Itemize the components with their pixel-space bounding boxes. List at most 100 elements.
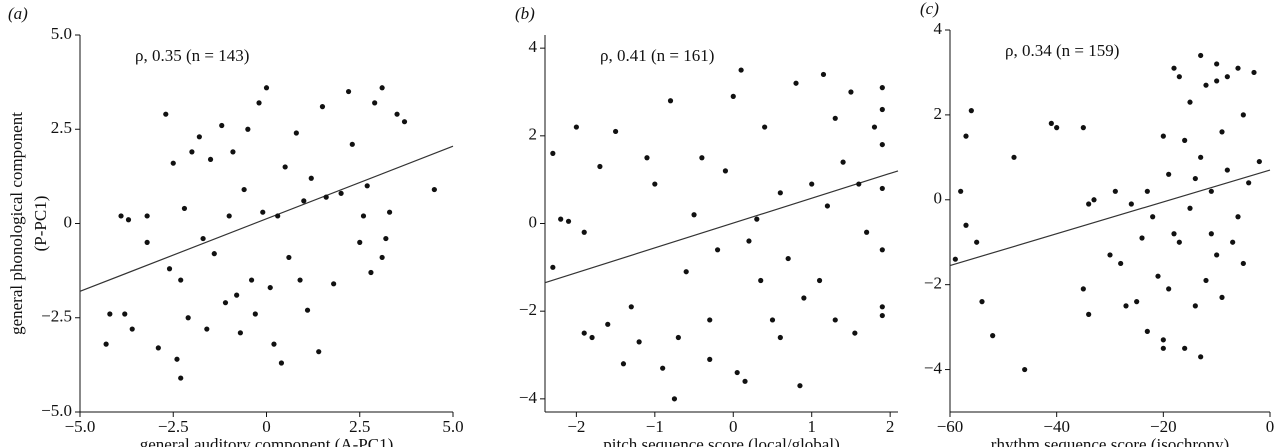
trend-line [949, 169, 1271, 267]
point [1251, 69, 1257, 76]
point [565, 218, 572, 224]
point [1246, 180, 1252, 186]
point [832, 317, 838, 323]
x-tick-label: −40 [1043, 417, 1070, 436]
point [671, 396, 678, 402]
point [742, 378, 748, 384]
point [707, 317, 713, 323]
x-tick-label: −2 [567, 417, 585, 436]
point [1048, 120, 1054, 126]
point [558, 216, 564, 222]
point [879, 185, 885, 192]
point [364, 183, 370, 189]
point [304, 307, 311, 313]
point [241, 186, 247, 193]
point [129, 326, 135, 332]
point [1230, 239, 1236, 245]
point [1123, 303, 1129, 309]
point [762, 124, 768, 130]
point [824, 203, 831, 209]
point [990, 333, 996, 339]
point [1160, 345, 1166, 351]
point [1219, 129, 1225, 135]
point [234, 292, 240, 298]
point [952, 256, 958, 262]
point [163, 111, 169, 117]
point [1112, 188, 1118, 194]
x-tick-label: 2 [886, 417, 895, 436]
point [174, 356, 180, 362]
point [401, 119, 408, 125]
y-tick-label: 0 [64, 212, 73, 231]
point [1240, 260, 1246, 267]
point [963, 133, 969, 139]
point [1192, 175, 1198, 182]
point [1160, 133, 1166, 139]
x-tick-label: −1 [646, 417, 664, 436]
point [801, 295, 807, 301]
y-tick-label: −4 [924, 358, 943, 377]
point [879, 106, 885, 113]
point [730, 93, 736, 99]
panel-label: (a) [8, 4, 28, 23]
point [879, 85, 885, 91]
y-tick-label: 4 [934, 19, 943, 38]
y-tick-label: 2 [529, 125, 538, 144]
point [1155, 273, 1161, 279]
x-tick-label: 5.0 [442, 417, 463, 436]
point [286, 254, 292, 261]
point [979, 299, 985, 305]
point [1011, 154, 1017, 160]
point [1176, 239, 1182, 245]
point [1256, 158, 1262, 165]
y-tick-label: −4 [519, 388, 538, 407]
point [319, 104, 326, 110]
point [349, 141, 355, 147]
point [963, 222, 969, 228]
point [550, 264, 556, 270]
point [248, 277, 255, 283]
y-tick-label: −2.5 [41, 307, 72, 326]
point [372, 100, 378, 106]
x-axis-label: pitch sequence score (local/global) [603, 435, 839, 447]
point [856, 181, 862, 187]
x-tick-label: 2.5 [349, 417, 370, 436]
panel-label: (c) [920, 0, 939, 18]
point [360, 213, 367, 219]
point [226, 213, 232, 219]
point [155, 345, 161, 351]
point [699, 155, 705, 161]
point [316, 349, 322, 355]
annotation: ρ, 0.35 (n = 143) [135, 46, 249, 65]
point [301, 198, 307, 204]
point [263, 85, 270, 91]
point [185, 315, 191, 321]
y-axis-label: general phonological component [7, 112, 26, 335]
point [386, 209, 393, 215]
point [746, 238, 752, 244]
point [1187, 205, 1193, 211]
point [1107, 252, 1113, 258]
x-tick-label: −60 [937, 417, 964, 436]
point [323, 194, 329, 200]
point [207, 156, 214, 163]
point [103, 341, 109, 347]
point [1091, 197, 1097, 203]
x-tick-label: −20 [1150, 417, 1177, 436]
point [189, 149, 195, 155]
y-tick-label: −2 [924, 274, 942, 293]
point [278, 360, 285, 366]
point [379, 254, 385, 261]
point [597, 163, 603, 170]
x-tick-label: 0 [1266, 417, 1275, 436]
y-tick-label: −5.0 [41, 401, 72, 420]
point [267, 284, 273, 291]
point [675, 334, 681, 341]
x-tick-label: 1 [807, 417, 816, 436]
point [1150, 214, 1156, 220]
point [1208, 188, 1214, 194]
point [613, 128, 619, 135]
point [256, 100, 262, 106]
point [620, 361, 627, 367]
point [1166, 171, 1172, 177]
